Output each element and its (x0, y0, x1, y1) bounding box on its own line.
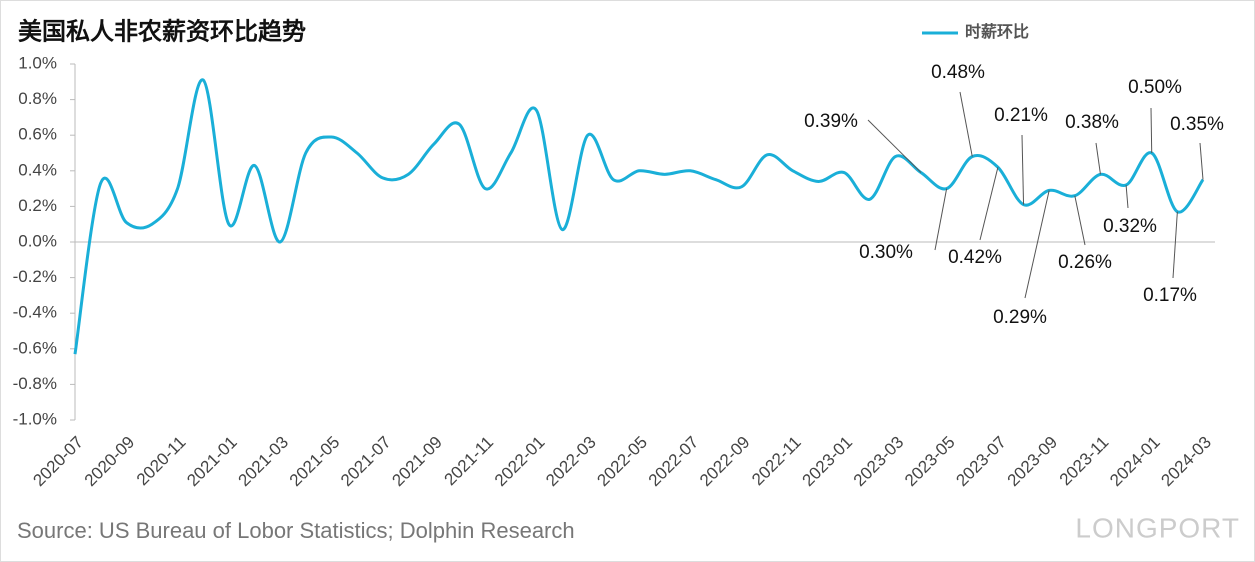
y-tick-label: 0.4% (18, 160, 57, 179)
y-tick-label: 0.0% (18, 231, 57, 250)
data-label: 0.35% (1170, 114, 1224, 135)
data-label: 0.26% (1058, 252, 1112, 273)
leader-line (934, 188, 948, 251)
data-label: 0.21% (994, 105, 1048, 126)
leader-line (1125, 184, 1129, 209)
source: Source: US Bureau of Lobor Statistics; D… (17, 518, 575, 543)
leader-line (1074, 195, 1086, 246)
line (73, 78, 1205, 355)
y-tick-label: -0.8% (13, 374, 57, 393)
data-label: 0.50% (1128, 77, 1182, 98)
leader-line (867, 119, 922, 173)
leader-line (1021, 134, 1025, 205)
leader-line (1172, 211, 1178, 279)
legend-label: 时薪环比 (965, 23, 1029, 41)
y-tick-label: 0.8% (18, 89, 57, 108)
y-tick-label: 0.2% (18, 196, 57, 215)
data-label: 0.32% (1103, 216, 1157, 237)
leader-line (979, 167, 999, 241)
data-label: 0.39% (804, 111, 858, 132)
watermark: LONGPORT (1075, 512, 1240, 543)
leader-line (1150, 107, 1153, 154)
y-tick-label: -0.2% (13, 267, 57, 286)
data-label: 0.29% (993, 307, 1047, 328)
data-label: 0.38% (1065, 112, 1119, 133)
y-tick-label: -0.6% (13, 338, 57, 357)
y-tick-label: -0.4% (13, 303, 57, 322)
leader-line (1024, 190, 1050, 299)
y-tick-label: 1.0% (18, 53, 57, 72)
leader-line (1095, 142, 1101, 175)
y-tick-label: 0.6% (18, 125, 57, 144)
data-label: 0.42% (948, 247, 1002, 268)
y-tick-label: -1.0% (13, 409, 57, 428)
leader-line (1199, 142, 1204, 180)
data-label: 0.30% (859, 242, 913, 263)
leader-line (959, 91, 973, 157)
chart-title: 美国私人非农薪资环比趋势 (18, 17, 306, 45)
data-label: 0.17% (1143, 285, 1197, 306)
data-label: 0.48% (931, 62, 985, 83)
